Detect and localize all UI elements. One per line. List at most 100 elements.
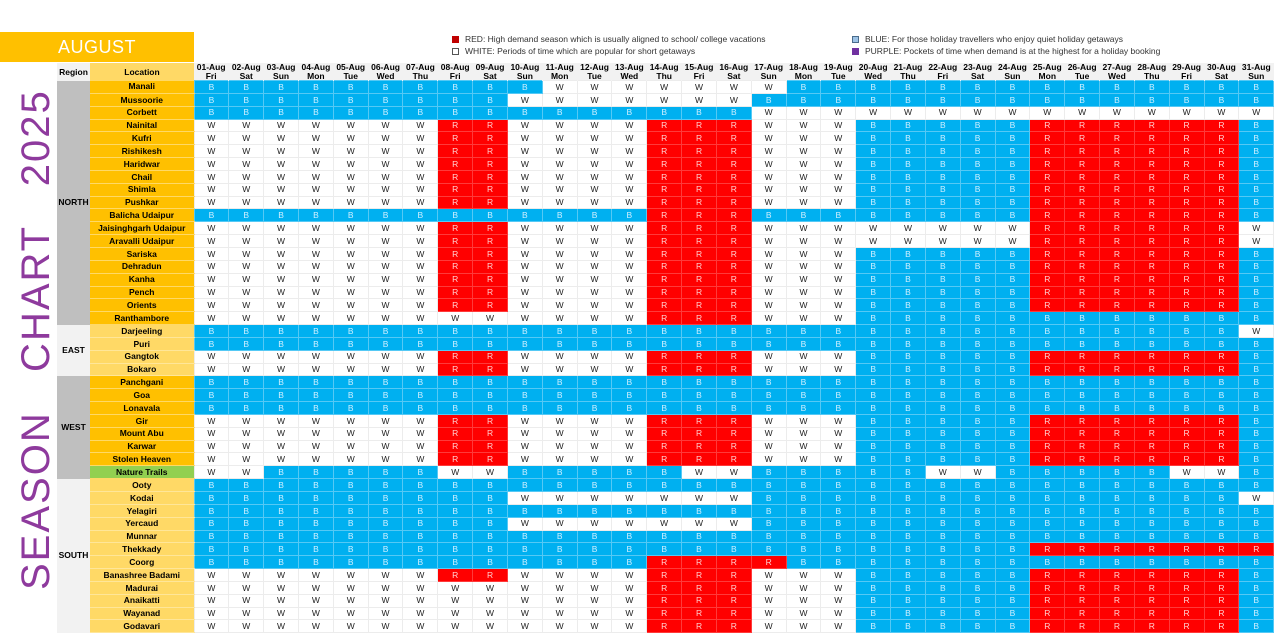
season-cell: W <box>506 221 543 236</box>
season-cell: R <box>1203 452 1240 467</box>
season-cell: W <box>1238 491 1275 505</box>
date-label: 21-Aug <box>893 63 923 72</box>
date-column-header: 25-Aug Mon <box>1029 63 1066 81</box>
season-cell: R <box>646 234 683 248</box>
season-cell: R <box>681 144 717 159</box>
season-cell: W <box>611 491 648 505</box>
season-cell: B <box>855 336 892 351</box>
season-cell: W <box>332 439 369 454</box>
season-cell: B <box>576 375 613 390</box>
season-cell: W <box>576 491 613 505</box>
season-cell: W <box>437 619 474 634</box>
season-cell: W <box>228 157 265 171</box>
season-cell: B <box>820 336 857 351</box>
date-column-header: 01-Aug Fri <box>194 63 230 81</box>
season-cell: W <box>646 92 683 107</box>
season-cell: W <box>228 413 265 428</box>
season-cell: B <box>785 92 822 107</box>
season-cell: W <box>576 516 613 531</box>
season-cell: B <box>402 208 439 223</box>
season-cell: W <box>193 259 230 274</box>
season-cell: B <box>994 478 1031 492</box>
weekday-label: Mon <box>794 70 813 81</box>
season-cell: R <box>1099 606 1135 621</box>
season-cell: B <box>611 478 648 492</box>
season-cell: B <box>541 105 578 120</box>
season-cell: W <box>820 362 857 377</box>
date-column-header: 28-Aug Thu <box>1134 63 1170 81</box>
season-cell: R <box>715 195 752 210</box>
legend-left: RED: High demand season which is usually… <box>452 33 766 57</box>
season-cell: B <box>472 105 508 120</box>
table-row: Nainital W W W W W W W R R W W W W R R R W W W B B B B B R R R R R R B <box>57 118 1275 133</box>
season-cell: R <box>1133 144 1170 159</box>
season-cell: W <box>263 182 299 197</box>
season-cell: B <box>1099 375 1135 390</box>
weekday-label: Sun <box>1248 70 1265 81</box>
season-cell: R <box>1168 259 1205 274</box>
season-cell: W <box>332 452 369 467</box>
season-cell: B <box>959 401 996 415</box>
season-cell: W <box>228 131 265 146</box>
season-cell: B <box>924 401 961 415</box>
season-cell: W <box>472 311 508 326</box>
season-cell: R <box>1099 234 1135 248</box>
location-cell: Gir <box>90 414 194 428</box>
season-cell: R <box>472 169 508 184</box>
season-cell: B <box>855 388 892 403</box>
season-cell: R <box>681 452 717 467</box>
season-cell: R <box>1029 131 1066 146</box>
season-cell: R <box>715 234 752 248</box>
season-cell: B <box>681 401 717 415</box>
season-cell: W <box>541 413 578 428</box>
season-cell: R <box>437 413 474 428</box>
season-cell: W <box>297 195 334 210</box>
season-cell: B <box>1203 478 1240 492</box>
location-cell: Panchgani <box>90 375 194 390</box>
season-cell: W <box>576 439 613 454</box>
season-cell: R <box>646 413 683 428</box>
season-cell: B <box>855 375 892 390</box>
season-cell: W <box>332 131 369 146</box>
season-cell: B <box>332 503 369 518</box>
season-cell: R <box>1168 144 1205 159</box>
season-cell: B <box>750 503 787 518</box>
season-cell: B <box>1238 169 1275 184</box>
table-row: Goa B B B B B B B B B B B B B B B B B B B B B B B B B B B B B B B <box>57 388 1275 403</box>
season-cell: W <box>646 491 683 505</box>
season-cell: W <box>193 349 230 364</box>
season-cell: B <box>959 606 996 621</box>
season-cell: R <box>1133 234 1170 248</box>
season-cell: B <box>228 516 265 531</box>
season-cell: R <box>681 157 717 171</box>
season-cell: W <box>332 298 369 313</box>
season-cell: W <box>367 118 404 133</box>
season-cell: W <box>576 568 613 582</box>
season-cell: R <box>1064 619 1101 634</box>
season-cell: B <box>263 516 299 531</box>
date-column-header: 16-Aug Sat <box>716 63 752 81</box>
season-cell: B <box>994 195 1031 210</box>
season-cell: B <box>1238 208 1275 223</box>
season-cell: W <box>1238 221 1275 236</box>
season-cell: B <box>1238 503 1275 518</box>
season-cell: W <box>820 619 857 634</box>
season-cell: R <box>715 169 752 184</box>
season-cell: W <box>402 311 439 326</box>
season-cell: R <box>437 568 474 582</box>
season-cell: R <box>1133 413 1170 428</box>
date-label: 31-Aug <box>1241 63 1271 72</box>
season-cell: B <box>750 529 787 544</box>
season-cell: W <box>193 169 230 184</box>
season-cell: W <box>297 131 334 146</box>
season-cell: B <box>994 169 1031 184</box>
season-cell: W <box>820 568 857 582</box>
season-cell: W <box>611 619 648 634</box>
weekday-label: Fri <box>1181 70 1193 81</box>
season-cell: R <box>437 285 474 300</box>
season-cell: B <box>1133 92 1170 107</box>
season-cell: B <box>1238 606 1275 621</box>
season-cell: B <box>959 259 996 274</box>
season-cell: B <box>437 529 474 544</box>
season-cell: B <box>1238 568 1275 582</box>
